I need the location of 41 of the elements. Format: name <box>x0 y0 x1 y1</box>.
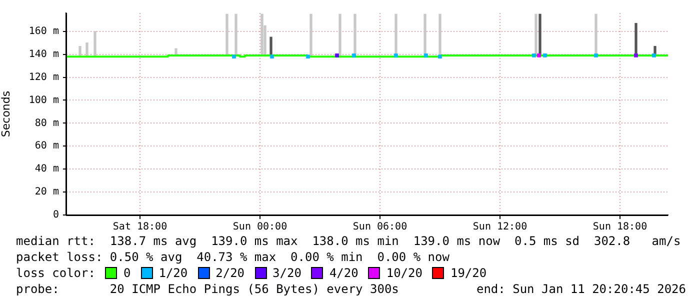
legend-label: 10/20 <box>385 265 422 281</box>
x-tick-label: Sun 12:00 <box>472 222 528 233</box>
bar <box>538 14 542 56</box>
bar <box>234 14 238 56</box>
y-tick-label: 0 <box>52 210 59 221</box>
y-tick-label: 80 m <box>34 118 59 129</box>
bar <box>270 36 272 56</box>
bar <box>260 14 264 56</box>
bar <box>534 14 538 56</box>
y-axis-title: Seconds <box>0 90 12 138</box>
bar <box>310 14 312 56</box>
bar <box>438 14 442 57</box>
legend-label: 1/20 <box>158 265 188 281</box>
y-tick-label: 140 m <box>28 48 59 60</box>
y-tick-label: 20 m <box>34 186 59 198</box>
bar <box>78 46 82 56</box>
bar <box>94 31 96 56</box>
legend-label: 0 <box>122 265 131 281</box>
y-tick-label: 120 m <box>28 72 59 83</box>
x-tick-label: Sun 06:00 <box>352 222 408 233</box>
y-tick-label: 40 m <box>34 164 59 175</box>
text: probe: 20 ICMP Echo Pings (56 Bytes) every 300s <box>16 282 399 296</box>
bar <box>86 42 88 56</box>
bar <box>338 14 342 56</box>
text: packet loss: 0.50 % avg 40.73 % max 0.00 % min 0.00 % now <box>16 249 450 265</box>
text: loss color: <box>16 266 96 280</box>
x-tick-label: Sun 00:00 <box>232 222 288 233</box>
bar <box>424 14 426 56</box>
legend-label: 19/20 <box>449 265 487 281</box>
x-tick-label: Sun 18:00 <box>592 222 648 233</box>
legend-label: 2/20 <box>214 265 245 281</box>
text: end: Sun Jan 11 20:20:45 2026 <box>476 281 686 297</box>
y-tick-label: 60 m <box>34 140 59 152</box>
legend-label: 4/20 <box>328 265 358 281</box>
x-tick-label: Sat 18:00 <box>112 222 168 233</box>
y-tick-label: 100 m <box>28 94 59 106</box>
text: median rtt: 138.7 ms avg 139.0 ms max 138.0 ms min 139.0 ms now 0.5 ms sd 302.8 am/s <box>16 233 682 249</box>
bar <box>226 14 228 56</box>
y-tick-label: 160 m <box>28 26 59 37</box>
bar <box>354 14 356 56</box>
legend-label: 3/20 <box>272 265 302 281</box>
